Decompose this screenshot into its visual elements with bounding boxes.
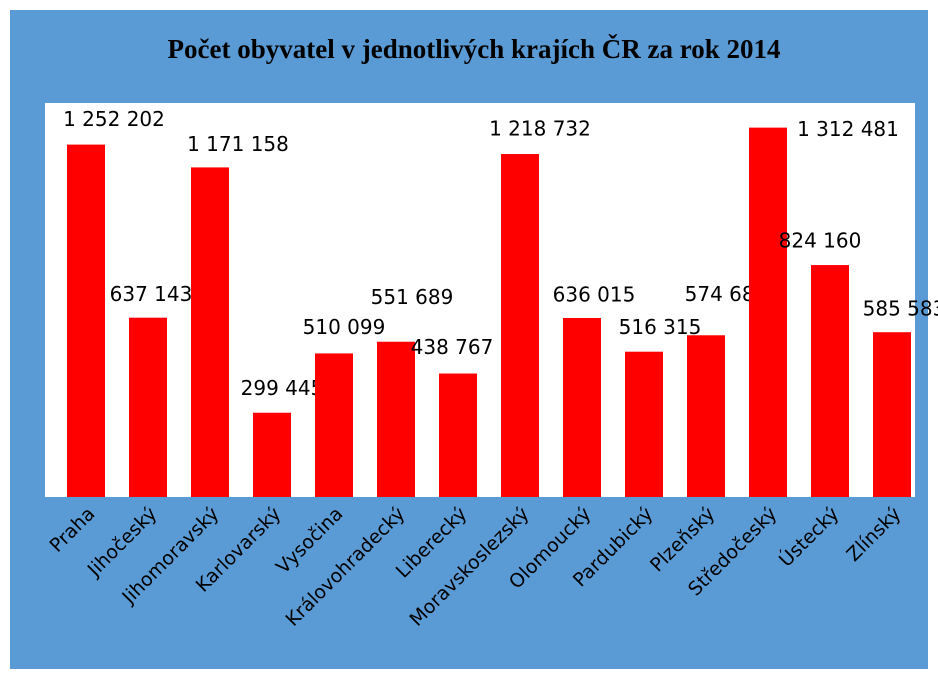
bar [873,332,911,497]
bar [687,335,725,497]
bar [191,167,229,497]
value-label: 510 099 [303,315,386,339]
bar [377,341,415,497]
bar [625,351,663,497]
bar [253,412,291,497]
value-label: 551 689 [371,285,454,309]
value-label: 1 312 481 [797,117,899,141]
value-label: 636 015 [553,283,636,307]
value-label: 1 218 732 [489,117,591,141]
value-label: 1 171 158 [187,132,289,156]
bar [67,144,105,497]
value-label: 438 767 [411,335,494,359]
value-label: 637 143 [110,282,193,306]
bar [563,318,601,497]
value-label: 516 315 [619,315,702,339]
bar [811,265,849,497]
value-label: 1 252 202 [63,107,165,131]
value-label: 824 160 [779,229,862,253]
bar [439,373,477,497]
value-label: 585 583 [863,297,938,321]
bar [501,154,539,498]
chart-title: Počet obyvatel v jednotlivých krajích ČR… [168,34,781,64]
bar [315,353,353,497]
value-label: 299 445 [241,376,324,400]
bar [749,127,787,498]
bar [129,317,167,497]
